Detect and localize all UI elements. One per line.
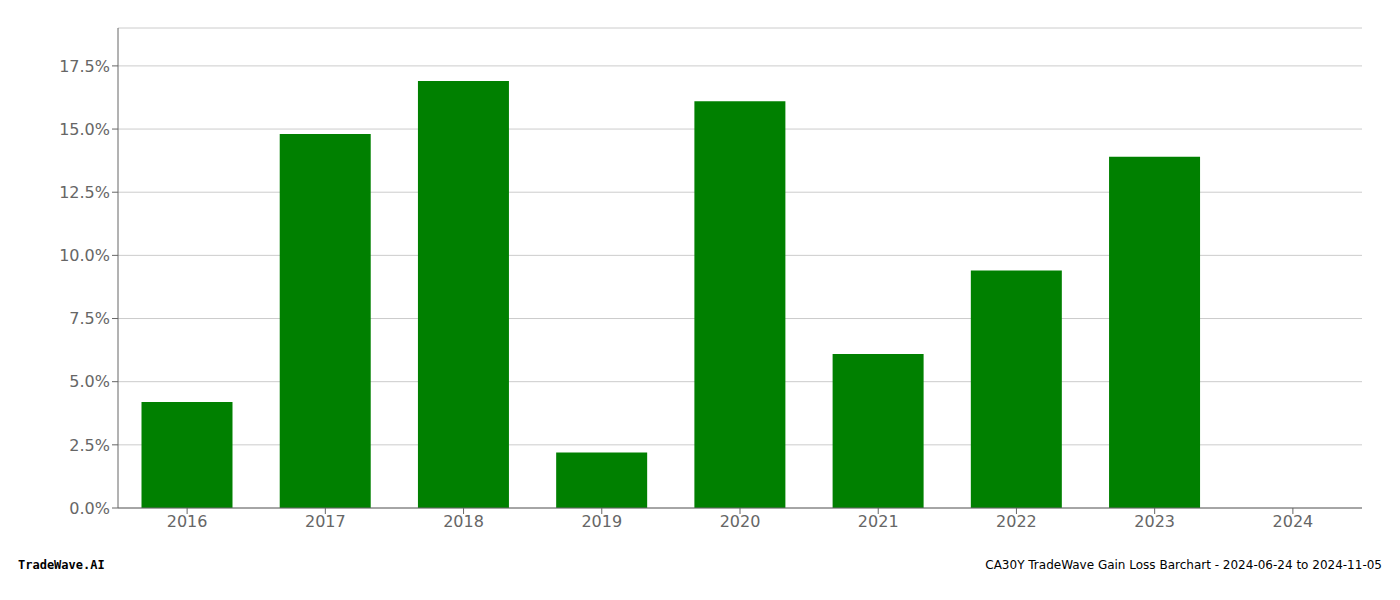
svg-text:12.5%: 12.5% xyxy=(59,183,110,202)
svg-text:2022: 2022 xyxy=(996,512,1037,531)
svg-text:5.0%: 5.0% xyxy=(69,372,110,391)
svg-text:2017: 2017 xyxy=(305,512,346,531)
svg-text:2.5%: 2.5% xyxy=(69,436,110,455)
svg-text:2023: 2023 xyxy=(1134,512,1175,531)
svg-text:2019: 2019 xyxy=(581,512,622,531)
html-text:TradeWave.AI: TradeWave.AI xyxy=(18,558,105,572)
html-text:CA30Y TradeWave Gain Loss Barc: CA30Y TradeWave Gain Loss Barchart - 202… xyxy=(985,558,1382,572)
svg-text:17.5%: 17.5% xyxy=(59,57,110,76)
svg-text:7.5%: 7.5% xyxy=(69,309,110,328)
svg-text:2024: 2024 xyxy=(1273,512,1314,531)
svg-text:10.0%: 10.0% xyxy=(59,246,110,265)
svg-text:2016: 2016 xyxy=(167,512,208,531)
svg-text:15.0%: 15.0% xyxy=(59,120,110,139)
svg-text:2020: 2020 xyxy=(720,512,761,531)
svg-text:2021: 2021 xyxy=(858,512,899,531)
svg-text:0.0%: 0.0% xyxy=(69,499,110,518)
svg-text:2018: 2018 xyxy=(443,512,484,531)
